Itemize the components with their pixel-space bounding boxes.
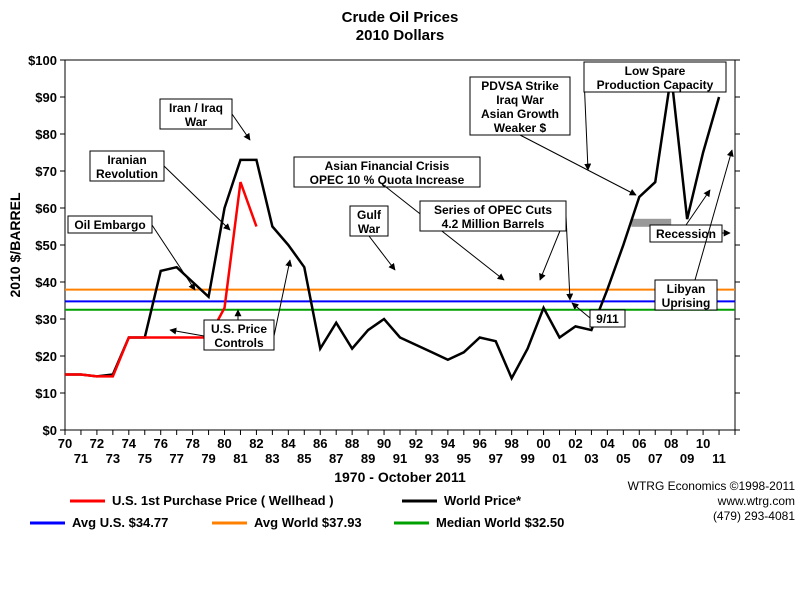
x-tick: 84 (281, 436, 296, 451)
x-tick: 06 (632, 436, 646, 451)
annotation-text: OPEC 10 % Quota Increase (310, 173, 465, 187)
chart-title-1: Crude Oil Prices (342, 9, 459, 26)
annotation-text: Series of OPEC Cuts (434, 203, 552, 217)
x-tick: 96 (473, 436, 487, 451)
x-tick: 74 (122, 436, 137, 451)
x-tick: 92 (409, 436, 423, 451)
annotation-text: Libyan (667, 282, 706, 296)
annotation-arrow (566, 216, 570, 300)
annotation-arrow (695, 150, 732, 280)
y-tick: $50 (35, 238, 57, 253)
annotation-text: Asian Growth (481, 107, 559, 121)
x-tick: 09 (680, 451, 694, 466)
y-tick: $40 (35, 275, 57, 290)
annotation-text: Oil Embargo (74, 218, 145, 232)
y-tick: $80 (35, 127, 57, 142)
x-tick: 87 (329, 451, 343, 466)
y-tick: $20 (35, 349, 57, 364)
y-tick: $70 (35, 164, 57, 179)
x-tick: 86 (313, 436, 327, 451)
legend-label: U.S. 1st Purchase Price ( Wellhead ) (112, 493, 334, 508)
x-tick: 73 (106, 451, 120, 466)
legend-label: Avg U.S. $34.77 (72, 515, 168, 530)
x-tick: 93 (425, 451, 439, 466)
credit-line: www.wtrg.com (717, 494, 795, 508)
x-tick: 71 (74, 451, 88, 466)
y-axis-label: 2010 $/BARREL (7, 192, 23, 297)
x-tick: 90 (377, 436, 391, 451)
credit-line: WTRG Economics ©1998-2011 (628, 479, 796, 493)
x-tick: 05 (616, 451, 630, 466)
annotation-arrow (369, 236, 395, 270)
x-tick: 91 (393, 451, 407, 466)
x-tick: 98 (504, 436, 518, 451)
x-tick: 88 (345, 436, 359, 451)
x-tick: 89 (361, 451, 375, 466)
annotation-text: Iraq War (496, 93, 544, 107)
annotation-text: 4.2 Million Barrels (442, 217, 545, 231)
x-tick: 03 (584, 451, 598, 466)
x-tick: 04 (600, 436, 615, 451)
y-tick: $0 (43, 423, 57, 438)
x-tick: 79 (201, 451, 215, 466)
x-tick: 95 (457, 451, 471, 466)
credit-line: (479) 293-4081 (713, 509, 795, 523)
x-tick: 01 (552, 451, 566, 466)
annotation-arrow (232, 114, 250, 140)
annotation-text: Weaker $ (494, 121, 547, 135)
x-tick: 00 (536, 436, 550, 451)
x-tick: 81 (233, 451, 247, 466)
crude-oil-chart: { "chart":{ "type":"line", "title_line1"… (0, 0, 800, 600)
annotation-text: Iran / Iraq (169, 101, 223, 115)
chart-svg: Crude Oil Prices2010 Dollars $0 $10 $20 $30 $… (0, 0, 800, 600)
annotation-text: Low Spare (625, 64, 686, 78)
y-tick: $100 (28, 53, 57, 68)
annotation-text: Iranian (107, 153, 146, 167)
x-axis-label: 1970 - October 2011 (334, 469, 466, 485)
annotation-text: Asian Financial Crisis (325, 159, 450, 173)
annotation-text: PDVSA Strike (481, 79, 559, 93)
x-tick: 99 (520, 451, 534, 466)
annotation-arrow (170, 330, 204, 336)
y-tick: $60 (35, 201, 57, 216)
x-tick: 78 (185, 436, 199, 451)
annotation-text: War (358, 222, 381, 236)
x-tick: 97 (488, 451, 502, 466)
x-tick: 85 (297, 451, 311, 466)
annotation-text: Production Capacity (597, 78, 714, 92)
y-tick: $90 (35, 90, 57, 105)
x-tick: 94 (441, 436, 456, 451)
x-tick: 80 (217, 436, 231, 451)
annotation-text: Uprising (662, 296, 711, 310)
annotation-arrow (164, 166, 230, 230)
legend-label: Median World $32.50 (436, 515, 564, 530)
x-tick: 75 (138, 451, 152, 466)
annotation-arrow (274, 260, 290, 336)
annotation-text: 9/11 (596, 312, 619, 326)
y-tick: $30 (35, 312, 57, 327)
legend-label: Avg World $37.93 (254, 515, 362, 530)
x-tick: 08 (664, 436, 678, 451)
chart-title-2: 2010 Dollars (356, 27, 444, 44)
annotation-text: Revolution (96, 167, 158, 181)
x-tick: 10 (696, 436, 710, 451)
x-tick: 72 (90, 436, 104, 451)
x-tick: 77 (169, 451, 183, 466)
x-tick: 70 (58, 436, 72, 451)
x-tick: 83 (265, 451, 279, 466)
x-tick: 76 (153, 436, 167, 451)
annotation-text: U.S. Price (211, 322, 267, 336)
annotation-text: Gulf (357, 208, 382, 222)
x-tick: 02 (568, 436, 582, 451)
annotation-text: Controls (214, 336, 264, 350)
x-tick: 11 (712, 451, 726, 466)
y-tick: $10 (35, 386, 57, 401)
annotation-text: War (185, 115, 208, 129)
legend-label: World Price* (444, 493, 522, 508)
annotation-arrow (520, 135, 636, 195)
x-tick: 82 (249, 436, 263, 451)
x-tick: 07 (648, 451, 662, 466)
